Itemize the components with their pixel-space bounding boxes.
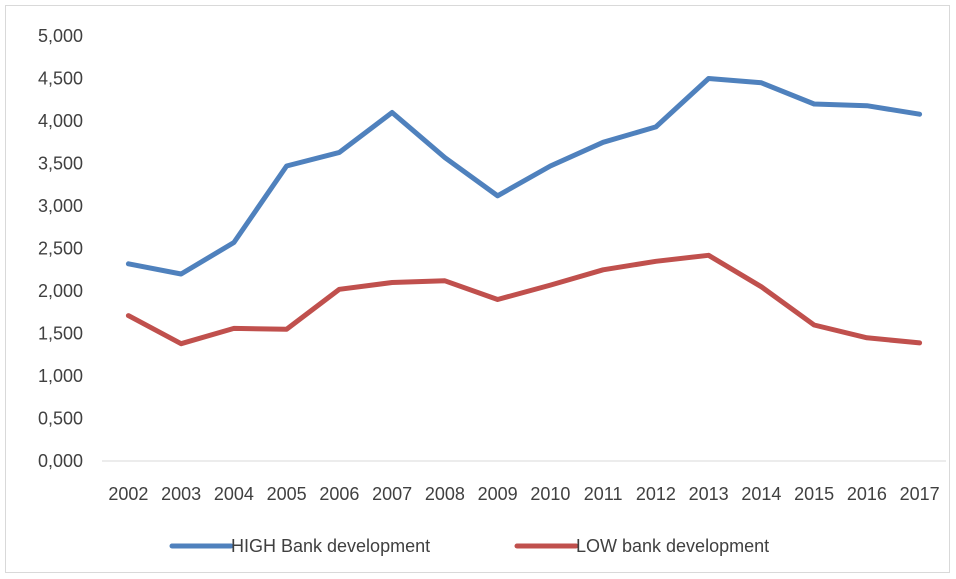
x-tick-label: 2004 (214, 484, 254, 504)
x-tick-label: 2002 (108, 484, 148, 504)
y-tick-label: 0,500 (38, 409, 83, 429)
y-tick-label: 2,500 (38, 239, 83, 259)
y-axis: 0,000 0,500 1,000 1,500 2,000 2,500 3,000 3,500… (38, 26, 83, 471)
y-tick-label: 4,000 (38, 111, 83, 131)
y-tick-label: 5,000 (38, 26, 83, 46)
x-tick-label: 2010 (530, 484, 570, 504)
legend-label: HIGH Bank development (231, 536, 430, 556)
y-tick-label: 1,500 (38, 324, 83, 344)
x-tick-label: 2013 (689, 484, 729, 504)
y-tick-label: 1,000 (38, 366, 83, 386)
x-axis: 2002 2003 2004 2005 2006 2007 2008 2009 2010 2011… (102, 460, 946, 504)
y-tick-label: 3,000 (38, 196, 83, 216)
y-tick-label: 4,500 (38, 69, 83, 89)
series-layer (125, 76, 923, 347)
y-tick-label: 0,000 (38, 451, 83, 471)
legend-label: LOW bank development (576, 536, 769, 556)
x-tick-label: 2003 (161, 484, 201, 504)
series-line-1 (125, 252, 923, 347)
x-tick-label: 2016 (847, 484, 887, 504)
x-tick-label: 2015 (794, 484, 834, 504)
y-tick-label: 3,500 (38, 154, 83, 174)
x-tick-label: 2011 (584, 484, 623, 504)
x-tick-label: 2006 (319, 484, 359, 504)
x-tick-label: 2007 (372, 484, 412, 504)
chart-area (5, 5, 950, 573)
x-tick-label: 2009 (478, 484, 518, 504)
x-tick-label: 2008 (425, 484, 465, 504)
x-tick-label: 2017 (900, 484, 940, 504)
legend-item-0: HIGH Bank development (169, 536, 430, 556)
x-tick-label: 2012 (636, 484, 676, 504)
y-tick-label: 2,000 (38, 281, 83, 301)
series-line-0 (125, 76, 923, 277)
legend-item-1: LOW bank development (514, 536, 769, 556)
x-tick-label: 2014 (741, 484, 781, 504)
legend: HIGH Bank development LOW bank developmen… (169, 536, 769, 556)
x-tick-label: 2005 (267, 484, 307, 504)
